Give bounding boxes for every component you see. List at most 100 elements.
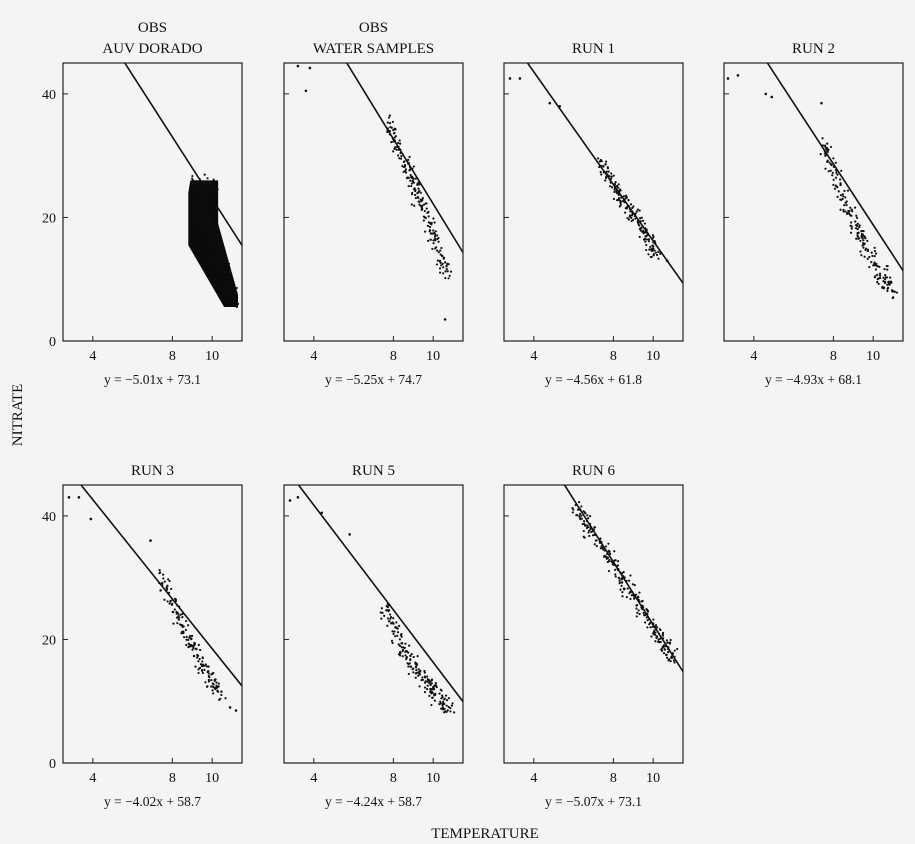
data-point	[211, 185, 214, 188]
data-point	[873, 249, 877, 253]
data-point	[893, 290, 897, 293]
data-point	[648, 621, 652, 625]
data-point	[615, 191, 618, 194]
data-point	[426, 678, 429, 681]
data-point	[870, 251, 873, 254]
data-point	[214, 184, 218, 188]
data-point	[192, 208, 195, 211]
data-point	[199, 648, 202, 652]
data-point	[618, 582, 621, 585]
data-point	[588, 534, 591, 538]
y-tick-label: 20	[42, 211, 56, 226]
data-point	[859, 239, 862, 243]
data-point	[179, 623, 182, 626]
data-point	[629, 210, 632, 213]
data-point	[419, 191, 422, 194]
data-point	[608, 178, 612, 181]
data-point	[585, 526, 589, 530]
data-point	[407, 651, 410, 654]
data-point	[210, 679, 213, 682]
data-point	[166, 587, 169, 590]
data-point	[661, 634, 665, 637]
data-point	[205, 226, 208, 229]
data-point	[430, 682, 433, 685]
data-point	[638, 612, 641, 616]
data-point	[603, 554, 606, 557]
data-point	[668, 642, 671, 645]
data-point	[654, 241, 657, 245]
panel-title: RUN 1	[572, 41, 615, 57]
data-point	[631, 583, 634, 586]
data-point	[876, 273, 879, 276]
data-point	[866, 239, 869, 243]
data-point	[166, 600, 169, 603]
data-point	[849, 231, 853, 234]
data-point	[213, 679, 217, 682]
data-point	[886, 289, 889, 293]
data-point	[657, 638, 660, 641]
data-point	[439, 271, 442, 274]
x-tick-label: 10	[205, 771, 219, 786]
data-point	[407, 158, 410, 161]
data-point	[770, 95, 774, 99]
plot-frame	[62, 62, 243, 342]
data-point	[607, 569, 611, 573]
data-point	[185, 643, 188, 647]
data-point	[630, 216, 633, 219]
data-point	[614, 559, 617, 562]
data-point	[423, 209, 426, 213]
data-point	[431, 247, 434, 250]
data-point	[665, 644, 668, 648]
data-point	[403, 163, 407, 167]
x-tick-label: 4	[310, 771, 317, 786]
data-point	[558, 104, 561, 108]
data-point	[662, 652, 666, 655]
fit-equation: y = −4.93x + 68.1	[765, 372, 862, 387]
data-point	[617, 193, 620, 197]
data-point	[393, 147, 396, 151]
data-point	[640, 600, 643, 603]
data-point	[630, 214, 634, 217]
data-point	[400, 635, 403, 638]
data-point	[614, 573, 617, 576]
data-point	[834, 161, 837, 164]
data-point	[399, 142, 402, 145]
data-point	[623, 201, 626, 204]
data-point	[394, 635, 397, 638]
panel-title: OBS	[359, 20, 388, 36]
data-point	[603, 549, 606, 552]
panel-3: RUN 1 4 8 10 y = −4.56x + 61.8	[503, 41, 684, 387]
data-point	[885, 276, 889, 279]
data-point	[618, 579, 621, 582]
data-point	[647, 238, 651, 241]
data-point	[192, 654, 195, 658]
data-point	[892, 296, 895, 299]
data-point	[859, 250, 862, 253]
data-point	[410, 203, 413, 206]
data-point	[181, 612, 184, 616]
data-point	[413, 193, 417, 197]
data-point	[584, 512, 587, 515]
data-point	[441, 694, 444, 697]
data-point	[217, 682, 220, 685]
data-point	[643, 222, 647, 225]
data-point	[829, 145, 833, 149]
data-point	[619, 571, 622, 574]
data-point	[650, 248, 653, 251]
data-point	[647, 617, 651, 621]
data-point	[887, 280, 891, 283]
x-tick-label: 10	[866, 349, 880, 364]
data-point	[204, 663, 207, 666]
data-point	[445, 264, 448, 267]
data-point	[178, 616, 181, 619]
x-tick-label: 4	[310, 349, 317, 364]
data-point	[661, 631, 665, 635]
data-point	[418, 685, 421, 688]
data-point	[855, 223, 858, 227]
data-point	[634, 217, 637, 220]
data-point	[599, 541, 602, 544]
data-point	[548, 101, 552, 105]
data-point	[608, 175, 611, 178]
data-point	[436, 249, 439, 252]
data-point	[599, 537, 602, 540]
